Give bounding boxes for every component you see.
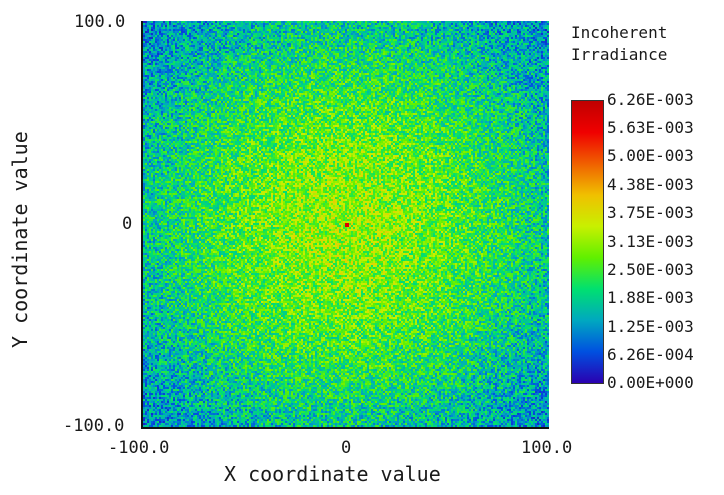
- colorbar-label: 5.63E-003: [607, 118, 694, 137]
- colorbar-title-line1: Incoherent: [571, 23, 668, 42]
- y-tick-middle: 0: [122, 214, 133, 234]
- x-tick-left: -100.0: [108, 438, 170, 458]
- colorbar-title-line2: Irradiance: [571, 45, 668, 64]
- colorbar-title: Incoherent Irradiance: [571, 22, 667, 66]
- colorbar-label: 4.38E-003: [607, 175, 694, 194]
- colorbar-label: 3.13E-003: [607, 232, 694, 251]
- colorbar-label: 6.26E-004: [607, 345, 694, 364]
- x-tick-middle: 0: [341, 438, 352, 458]
- y-tick-bottom: -100.0: [63, 416, 125, 436]
- y-axis-title: Y coordinate value: [8, 131, 32, 348]
- colorbar-label: 1.88E-003: [607, 288, 694, 307]
- x-axis-title: X coordinate value: [224, 462, 441, 486]
- colorbar-label: 5.00E-003: [607, 146, 694, 165]
- colorbar-label: 3.75E-003: [607, 203, 694, 222]
- colorbar-label: 2.50E-003: [607, 260, 694, 279]
- plot-axes-frame: [141, 21, 549, 429]
- y-tick-top: 100.0: [74, 12, 126, 32]
- x-tick-right: 100.0: [521, 438, 573, 458]
- colorbar-label: 1.25E-003: [607, 317, 694, 336]
- irradiance-heatmap: [143, 21, 549, 427]
- colorbar-label: 6.26E-003: [607, 90, 694, 109]
- colorbar-gradient: [571, 100, 604, 384]
- colorbar-label: 0.00E+000: [607, 373, 694, 392]
